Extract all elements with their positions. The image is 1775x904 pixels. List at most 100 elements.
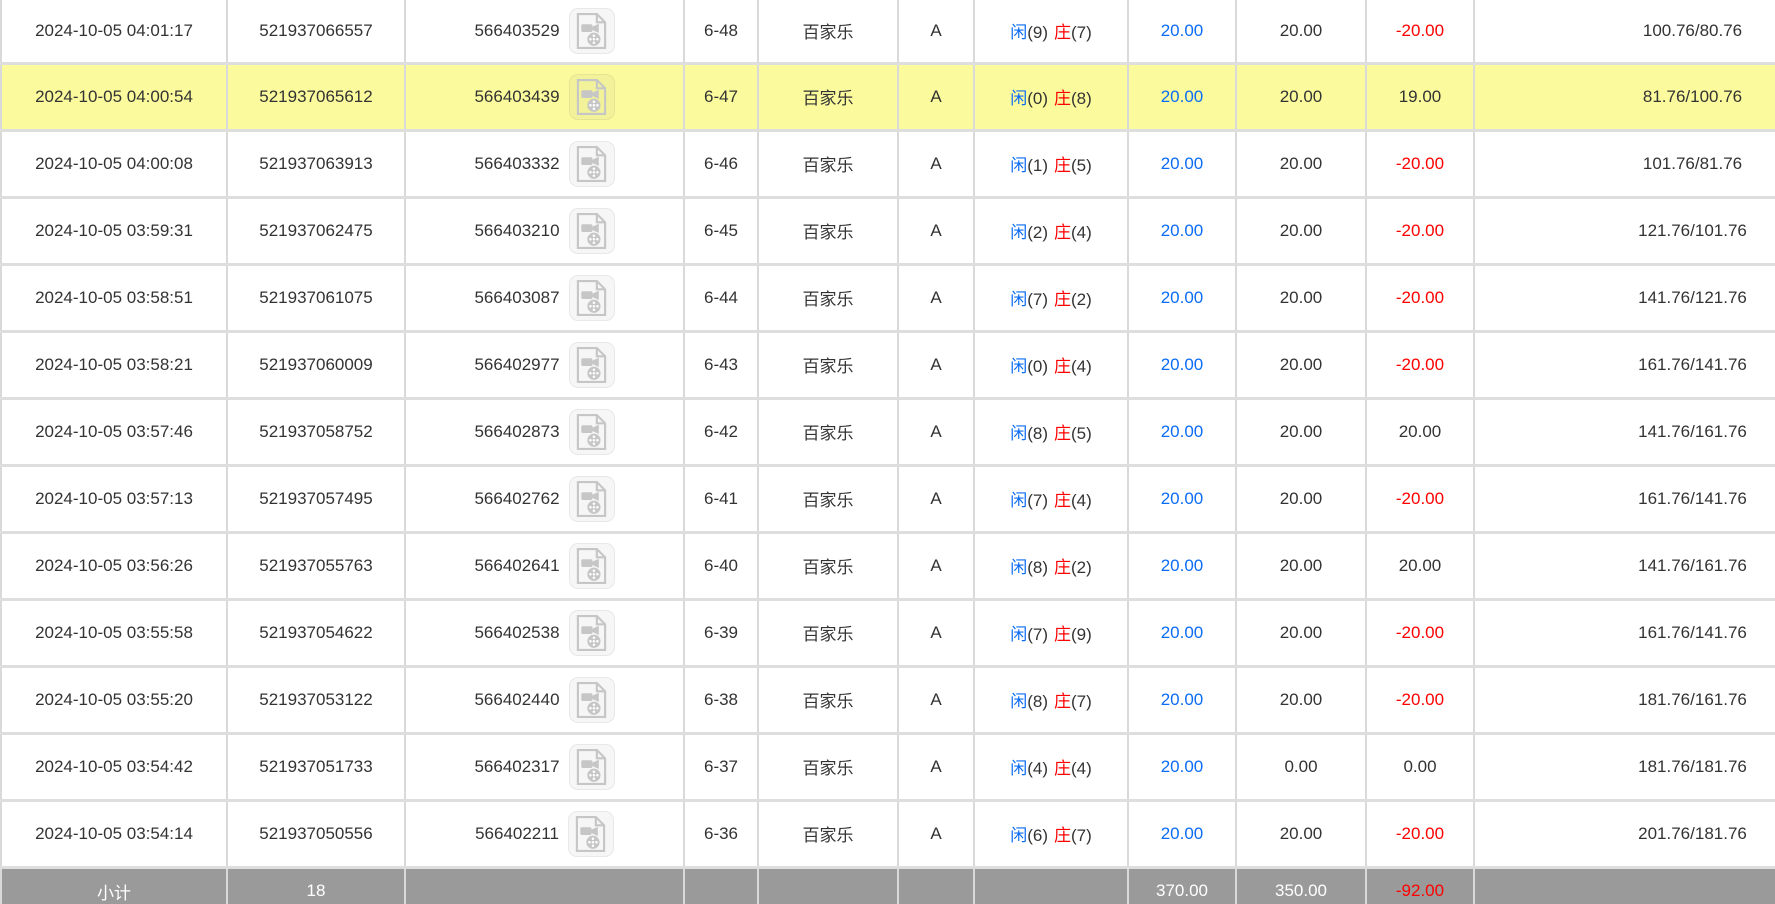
game-round-id-cell: 566403210	[405, 197, 685, 266]
player-result-label: 闲	[1010, 826, 1028, 845]
bet-record-row[interactable]: 2024-10-05 04:01:17 521937066557 5664035…	[0, 0, 1775, 65]
video-replay-button[interactable]	[568, 207, 615, 254]
game-round-id-cell: 566402641	[405, 532, 685, 601]
game-id-group: 566403439	[474, 73, 615, 120]
bet-record-row[interactable]: 2024-10-05 03:54:42 521937051733 5664023…	[0, 733, 1775, 802]
video-replay-button[interactable]	[568, 542, 615, 589]
player-result-score: (8)	[1027, 424, 1048, 443]
balance-cell: 81.76/100.76	[1474, 63, 1775, 132]
subtotal-empty-cell	[758, 867, 899, 904]
video-replay-button[interactable]	[568, 73, 615, 120]
result-cell: 闲(7) 庄(2)	[974, 264, 1129, 333]
bet-record-row[interactable]: 2024-10-05 04:00:08 521937063913 5664033…	[0, 130, 1775, 199]
bet-record-row[interactable]: 2024-10-05 04:00:54 521937065612 5664034…	[0, 63, 1775, 132]
banker-result-score: (5)	[1071, 424, 1092, 443]
valid-amount-cell: 20.00	[1236, 800, 1367, 869]
bet-id-cell: 521937055763	[227, 532, 406, 601]
bet-time-cell: 2024-10-05 03:58:21	[0, 331, 228, 400]
banker-result-label: 庄	[1054, 625, 1071, 644]
bet-time-cell: 2024-10-05 03:55:20	[0, 666, 228, 735]
banker-result-label: 庄	[1054, 223, 1071, 242]
banker-result-label: 庄	[1054, 759, 1071, 778]
bet-record-row[interactable]: 2024-10-05 03:58:51 521937061075 5664030…	[0, 264, 1775, 333]
table-code-cell: A	[898, 599, 975, 668]
video-replay-button[interactable]	[568, 274, 615, 321]
win-loss-cell: -20.00	[1366, 331, 1475, 400]
video-replay-button[interactable]	[568, 609, 615, 656]
video-replay-button[interactable]	[568, 341, 615, 388]
bet-amount-cell: 20.00	[1128, 264, 1237, 333]
video-replay-button[interactable]	[568, 408, 615, 455]
game-type-cell: 百家乐	[758, 264, 899, 333]
player-result-label: 闲	[1010, 357, 1028, 376]
result-cell: 闲(7) 庄(9)	[974, 599, 1129, 668]
subtotal-body: 小计 18 370.00 350.00 -92.00	[0, 867, 1775, 904]
bet-record-row[interactable]: 2024-10-05 03:59:31 521937062475 5664032…	[0, 197, 1775, 266]
bet-record-row[interactable]: 2024-10-05 03:55:20 521937053122 5664024…	[0, 666, 1775, 735]
bet-id-cell: 521937065612	[227, 63, 406, 132]
shoe-round-cell: 6-40	[684, 532, 759, 601]
player-result-label: 闲	[1010, 424, 1028, 443]
banker-result-score: (9)	[1071, 625, 1092, 644]
shoe-round-cell: 6-38	[684, 666, 759, 735]
bet-record-row[interactable]: 2024-10-05 03:57:46 521937058752 5664028…	[0, 398, 1775, 467]
bet-amount-cell: 20.00	[1128, 0, 1237, 65]
video-replay-button[interactable]	[568, 676, 615, 723]
win-loss-cell: -20.00	[1366, 666, 1475, 735]
bet-record-row[interactable]: 2024-10-05 03:55:58 521937054622 5664025…	[0, 599, 1775, 668]
bet-time-cell: 2024-10-05 03:55:58	[0, 599, 228, 668]
bet-amount-cell: 20.00	[1128, 599, 1237, 668]
bet-amount-cell: 20.00	[1128, 197, 1237, 266]
bet-record-row[interactable]: 2024-10-05 03:56:26 521937055763 5664026…	[0, 532, 1775, 601]
subtotal-empty-cell	[1474, 867, 1775, 904]
balance-cell: 141.76/161.76	[1474, 398, 1775, 467]
video-file-icon	[576, 145, 607, 182]
game-id-text: 566402977	[474, 354, 560, 374]
game-id-text: 566403529	[474, 20, 560, 40]
bet-amount-cell: 20.00	[1128, 465, 1237, 534]
player-result-score: (7)	[1027, 491, 1048, 510]
banker-result-score: (4)	[1071, 759, 1092, 778]
video-replay-button[interactable]	[568, 475, 615, 522]
video-replay-button[interactable]	[568, 7, 615, 54]
valid-amount-cell: 20.00	[1236, 130, 1367, 199]
bet-record-row[interactable]: 2024-10-05 03:54:14 521937050556 5664022…	[0, 800, 1775, 869]
valid-amount-cell: 20.00	[1236, 666, 1367, 735]
video-file-icon	[576, 279, 607, 316]
bet-id-cell: 521937063913	[227, 130, 406, 199]
bet-time-cell: 2024-10-05 03:54:42	[0, 733, 228, 802]
shoe-round-cell: 6-46	[684, 130, 759, 199]
result-cell: 闲(4) 庄(4)	[974, 733, 1129, 802]
shoe-round-cell: 6-44	[684, 264, 759, 333]
video-replay-button[interactable]	[568, 140, 615, 187]
bet-id-cell: 521937062475	[227, 197, 406, 266]
player-result-label: 闲	[1010, 759, 1028, 778]
bet-id-cell: 521937050556	[227, 800, 406, 869]
game-type-cell: 百家乐	[758, 197, 899, 266]
bet-time-cell: 2024-10-05 04:00:54	[0, 63, 228, 132]
table-code-cell: A	[898, 331, 975, 400]
bet-record-row[interactable]: 2024-10-05 03:57:13 521937057495 5664027…	[0, 465, 1775, 534]
game-id-group: 566402440	[474, 676, 615, 723]
video-replay-button[interactable]	[568, 743, 615, 790]
player-result-label: 闲	[1010, 558, 1028, 577]
subtotal-empty-cell	[684, 867, 759, 904]
video-file-icon	[576, 78, 607, 115]
video-replay-button[interactable]	[567, 810, 614, 857]
bet-amount-cell: 20.00	[1128, 532, 1237, 601]
bet-amount-cell: 20.00	[1128, 130, 1237, 199]
bet-id-cell: 521937053122	[227, 666, 406, 735]
bet-id-cell: 521937066557	[227, 0, 406, 65]
bet-amount-cell: 20.00	[1128, 398, 1237, 467]
bet-record-row[interactable]: 2024-10-05 03:58:21 521937060009 5664029…	[0, 331, 1775, 400]
player-result-score: (7)	[1027, 625, 1048, 644]
game-id-text: 566402641	[474, 555, 560, 575]
bet-time-cell: 2024-10-05 03:57:13	[0, 465, 228, 534]
game-id-text: 566402317	[474, 756, 560, 776]
shoe-round-cell: 6-39	[684, 599, 759, 668]
win-loss-cell: 0.00	[1366, 733, 1475, 802]
banker-result-label: 庄	[1054, 89, 1071, 108]
game-id-text: 566402440	[474, 689, 560, 709]
bet-time-cell: 2024-10-05 03:56:26	[0, 532, 228, 601]
balance-cell: 161.76/141.76	[1474, 465, 1775, 534]
